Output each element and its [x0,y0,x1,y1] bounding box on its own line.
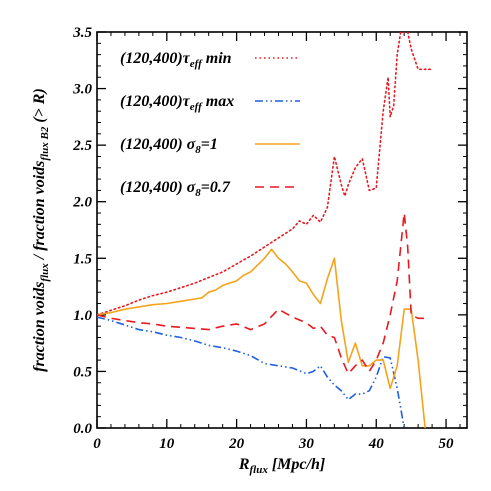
y-tick-label: 1.0 [73,308,92,324]
legend: (120,400)τeff min(120,400)τeff max(120,4… [120,50,300,199]
y-axis-label-s2: flux B2 [39,126,51,160]
legend-label-2: (120,400)τeff max [120,93,234,113]
legend-label-pre: (120,400) σ [120,179,196,196]
y-axis-label-s1: flux [39,263,51,282]
legend-label-sub: eff [190,58,203,70]
y-tick-label: 0.0 [73,421,92,437]
x-tick-label: 50 [439,436,455,452]
x-axis-label-main: R [238,456,250,473]
x-tick-label: 30 [298,436,315,452]
x-tick-label: 20 [228,436,245,452]
legend-label-pre: (120,400)τ [120,50,191,67]
x-axis-label-rest: [Mpc/h] [268,456,325,473]
series-line-4 [97,212,426,375]
legend-label-1: (120,400)τeff min [120,50,232,70]
y-tick-label: 1.5 [73,251,92,267]
x-tick-label: 10 [159,436,175,452]
plot-frame [96,31,468,429]
y-tick-label: 2.0 [72,195,92,211]
series-line-1 [97,32,433,316]
tick-labels: 0 10 20 30 40 50 0.0 0.5 1.0 1.5 2.0 2.5 3.0 3.5 [72,25,454,452]
y-tick-label: 2.5 [72,138,92,154]
y-axis-label-p3: (> R) [31,88,48,126]
legend-label-post: max [202,93,234,110]
y-tick-label: 3.5 [72,25,92,41]
legend-label-sub: eff [190,101,203,113]
legend-label-sub: 8 [195,144,201,156]
legend-label-3: (120,400) σ8=1 [120,136,218,156]
legend-label-pre: (120,400)τ [120,93,191,110]
x-axis-label-sub: flux [250,464,269,476]
legend-label-post: =0.7 [201,179,231,196]
x-tick-label: 40 [368,436,385,452]
legend-label-sub: 8 [195,187,201,199]
series-lines [97,32,433,428]
x-tick-label: 0 [93,436,101,452]
y-tick-label: 0.5 [73,364,92,380]
y-axis-label: fraction voidsflux / fraction voidsflux … [31,88,51,372]
legend-label-4: (120,400) σ8=0.7 [120,179,231,199]
x-axis-label: Rflux [Mpc/h] [238,456,325,476]
axis-ticks [96,31,467,429]
series-line-3 [97,248,426,428]
y-axis-label-p1: fraction voids [31,282,48,372]
legend-label-post: =1 [201,136,218,153]
y-axis-label-p2: / fraction voids [31,161,48,264]
legend-label-post: min [202,50,232,67]
legend-label-pre: (120,400) σ [120,136,196,153]
series-line-2 [97,316,405,428]
y-tick-label: 3.0 [72,82,92,98]
